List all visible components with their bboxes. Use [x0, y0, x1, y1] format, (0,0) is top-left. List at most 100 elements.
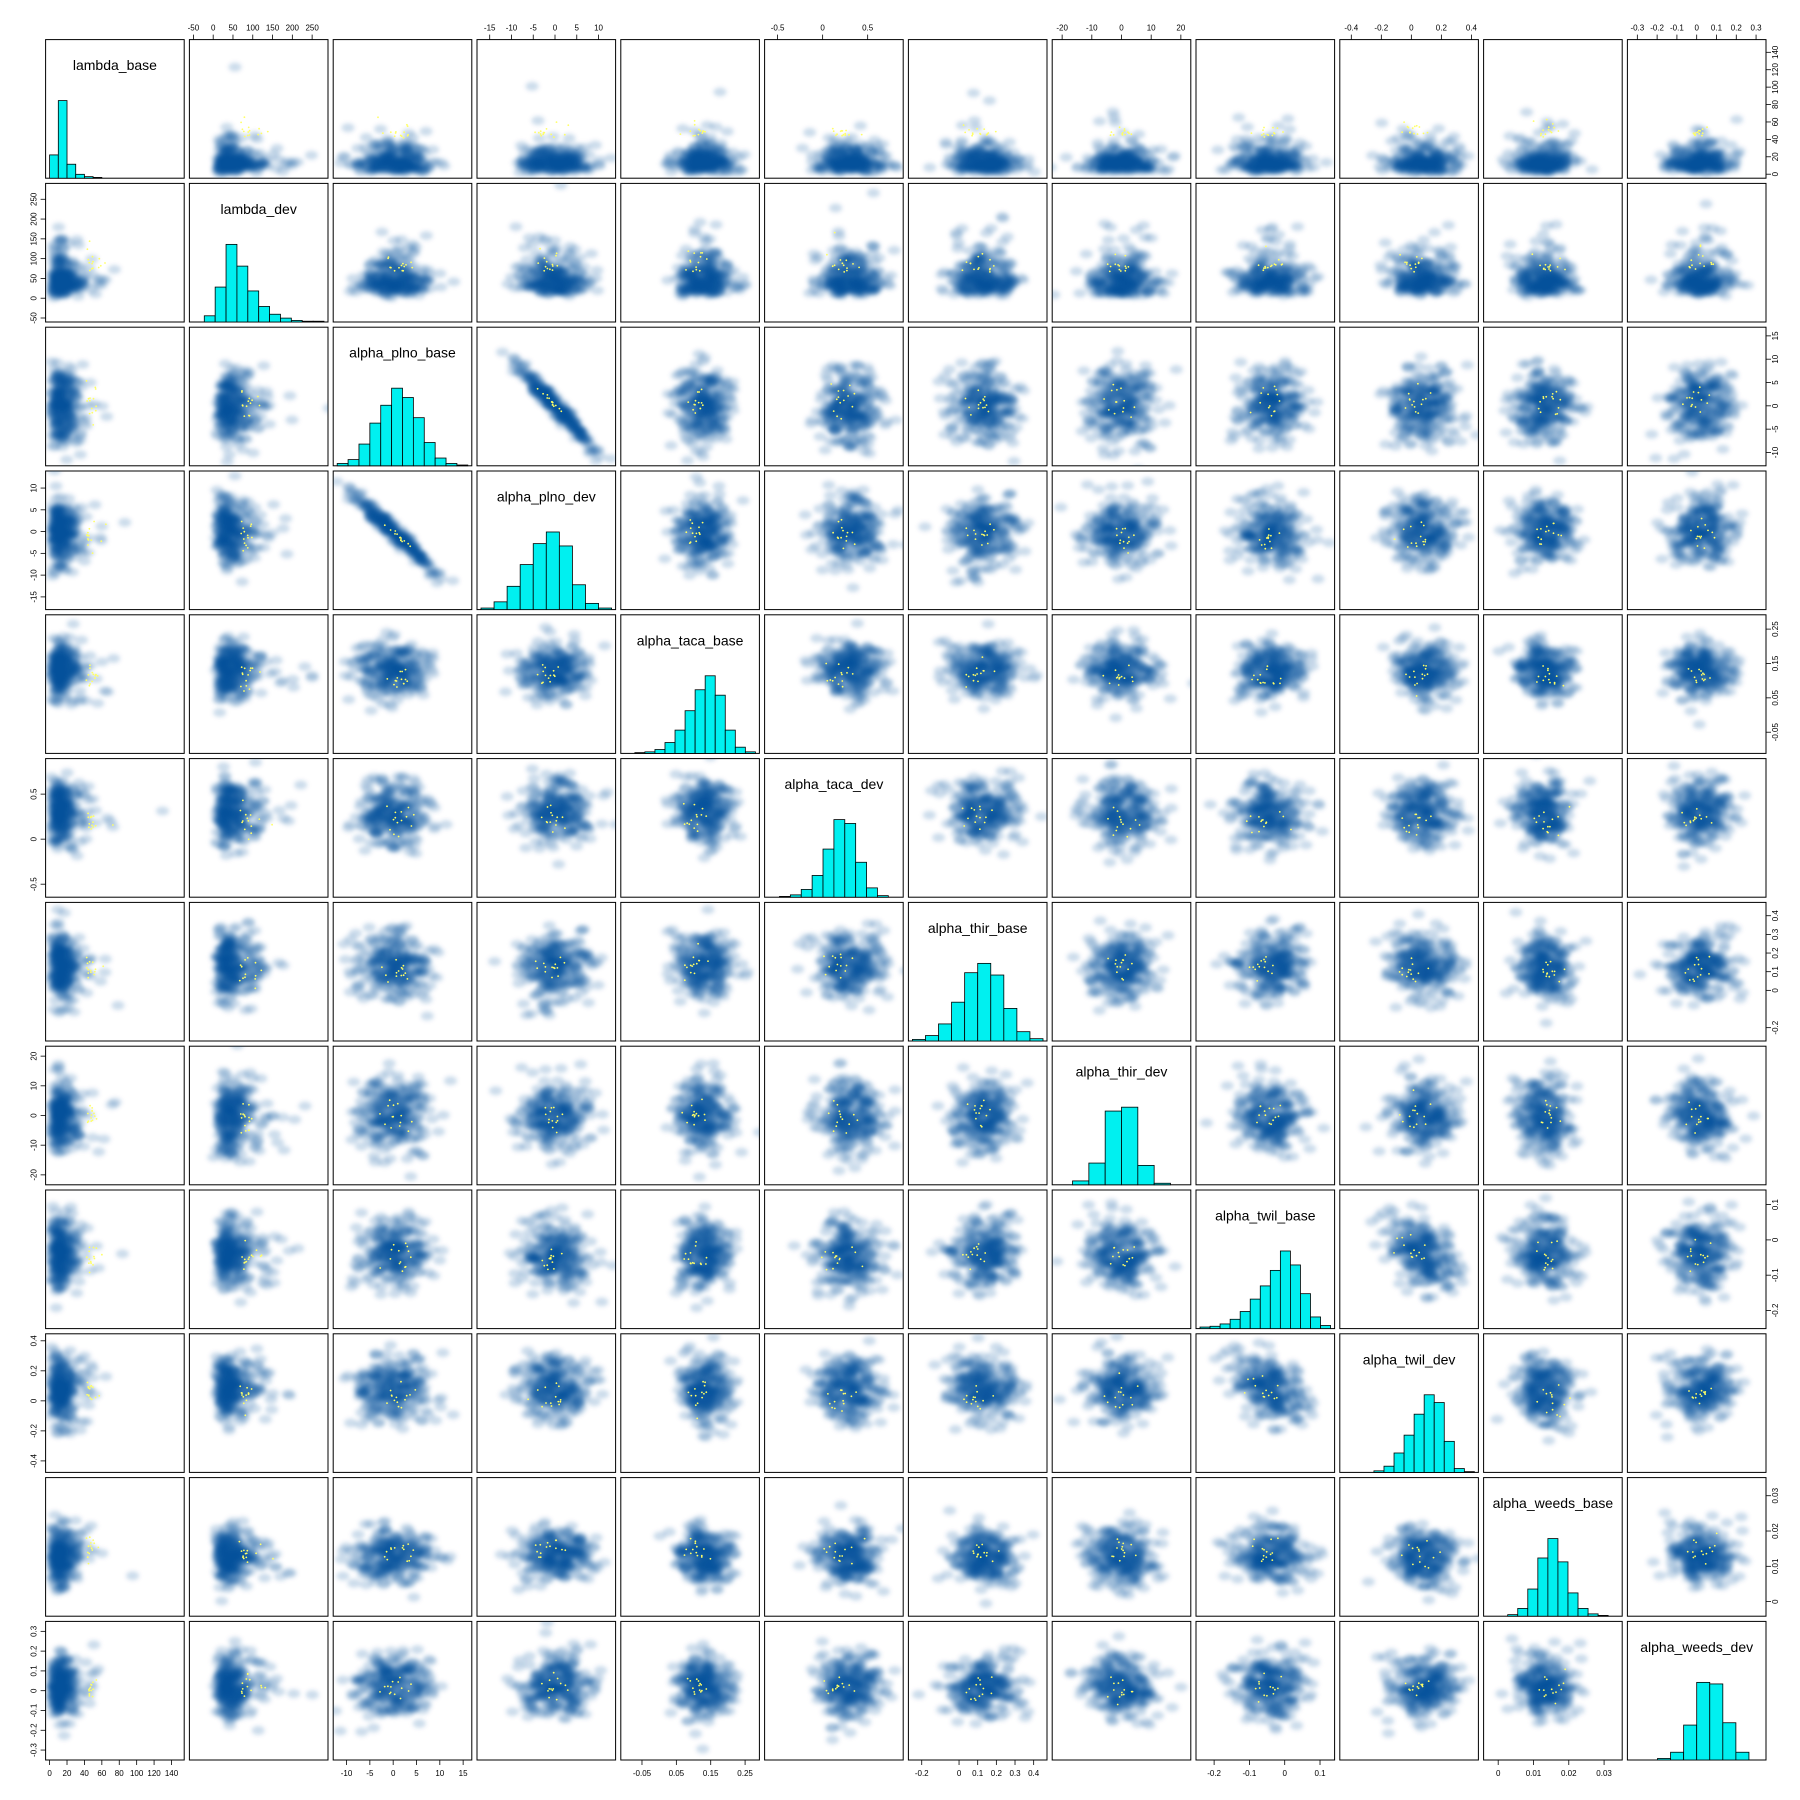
density-point: [887, 245, 901, 255]
density-point: [60, 275, 74, 285]
scatter-point: [1130, 133, 1133, 136]
density-point: [664, 167, 678, 176]
density-point: [1564, 150, 1578, 160]
density-point: [967, 88, 980, 98]
density-point: [1161, 164, 1175, 174]
scatter-point: [544, 265, 547, 268]
scatter-point: [567, 124, 570, 127]
density-point: [705, 163, 719, 173]
density-point: [943, 152, 957, 162]
density-point: [935, 284, 949, 294]
scatter-point: [258, 127, 260, 130]
density-point: [563, 272, 576, 282]
density-cloud: [1654, 115, 1746, 178]
scatter-point: [1539, 134, 1542, 137]
hist-bar: [214, 286, 227, 323]
density-point: [1520, 107, 1534, 117]
density-point: [1537, 157, 1551, 167]
panel-0-3: [476, 39, 617, 179]
density-point: [280, 157, 294, 167]
scatter-point: [247, 126, 250, 129]
density-point: [1534, 140, 1548, 150]
scatter-point: [1403, 121, 1405, 123]
scatter-point: [1127, 131, 1129, 134]
density-point: [1568, 128, 1581, 138]
density-point: [584, 249, 598, 259]
density-point: [866, 188, 880, 198]
density-point: [382, 140, 396, 150]
density-point: [552, 287, 566, 296]
panel-frame: [1051, 182, 1192, 323]
density-point: [341, 123, 355, 133]
scatter-point: [1415, 124, 1418, 127]
scatter-point: [1557, 130, 1560, 132]
density-point: [1247, 159, 1261, 169]
scatter-point: [389, 266, 391, 269]
density-point: [1097, 150, 1111, 160]
scatter-point: [543, 257, 546, 259]
density-point: [1724, 140, 1738, 150]
scatter-highlights: [962, 124, 997, 137]
density-point: [508, 283, 522, 293]
density-point: [1059, 152, 1073, 162]
scatter-point: [542, 131, 545, 134]
density-point: [714, 157, 727, 167]
density-point: [379, 252, 393, 262]
density-point: [1713, 150, 1727, 160]
scatter-point: [979, 132, 981, 135]
density-point: [831, 160, 845, 170]
density-point: [549, 141, 563, 151]
density-point: [706, 260, 720, 270]
density-point: [1423, 130, 1437, 140]
scatter-point: [406, 134, 409, 137]
panel-0-10: [1483, 39, 1623, 179]
scatter-point: [1118, 126, 1121, 129]
density-point: [836, 253, 850, 263]
scatter-point: [699, 255, 702, 258]
density-point: [807, 274, 820, 284]
scatter-point: [1549, 130, 1552, 133]
scatter-point: [693, 123, 696, 126]
scatter-point: [840, 129, 843, 132]
density-point: [803, 127, 817, 137]
density-point: [713, 87, 727, 97]
scatter-point: [246, 134, 249, 137]
scatter-point: [542, 133, 545, 136]
density-point: [1688, 160, 1702, 170]
scatter-point: [104, 262, 106, 264]
density-cloud: [210, 62, 318, 179]
density-point: [1585, 165, 1599, 174]
density-cloud: [45, 222, 121, 303]
scatter-point: [692, 270, 694, 273]
scatter-point: [248, 129, 251, 132]
density-point: [732, 152, 746, 162]
density-point: [837, 283, 850, 293]
density-point: [1319, 157, 1333, 167]
panel-0-9: [1339, 39, 1479, 179]
density-point: [701, 138, 715, 148]
scatter-point: [971, 133, 974, 136]
scatter-point: [1401, 131, 1403, 134]
density-cloud: [661, 217, 752, 301]
density-point: [52, 222, 66, 232]
density-point: [49, 291, 63, 301]
scatter-point: [848, 133, 850, 136]
scatter-point: [1540, 132, 1542, 135]
hist-bar: [258, 306, 270, 323]
density-point: [1284, 157, 1298, 167]
scatter-point: [964, 131, 967, 134]
density-point: [546, 132, 560, 142]
scatter-point: [1250, 132, 1253, 135]
density-point: [228, 62, 242, 72]
scatter-point: [92, 260, 94, 263]
density-point: [890, 163, 904, 173]
scatter-point: [537, 262, 540, 264]
density-point: [49, 241, 63, 251]
scatter-point: [689, 259, 691, 262]
density-point: [1556, 119, 1570, 129]
density-point: [365, 156, 379, 166]
density-point: [1278, 133, 1292, 143]
scatter-point: [692, 135, 695, 137]
density-point: [1079, 249, 1093, 259]
density-point: [980, 228, 993, 238]
